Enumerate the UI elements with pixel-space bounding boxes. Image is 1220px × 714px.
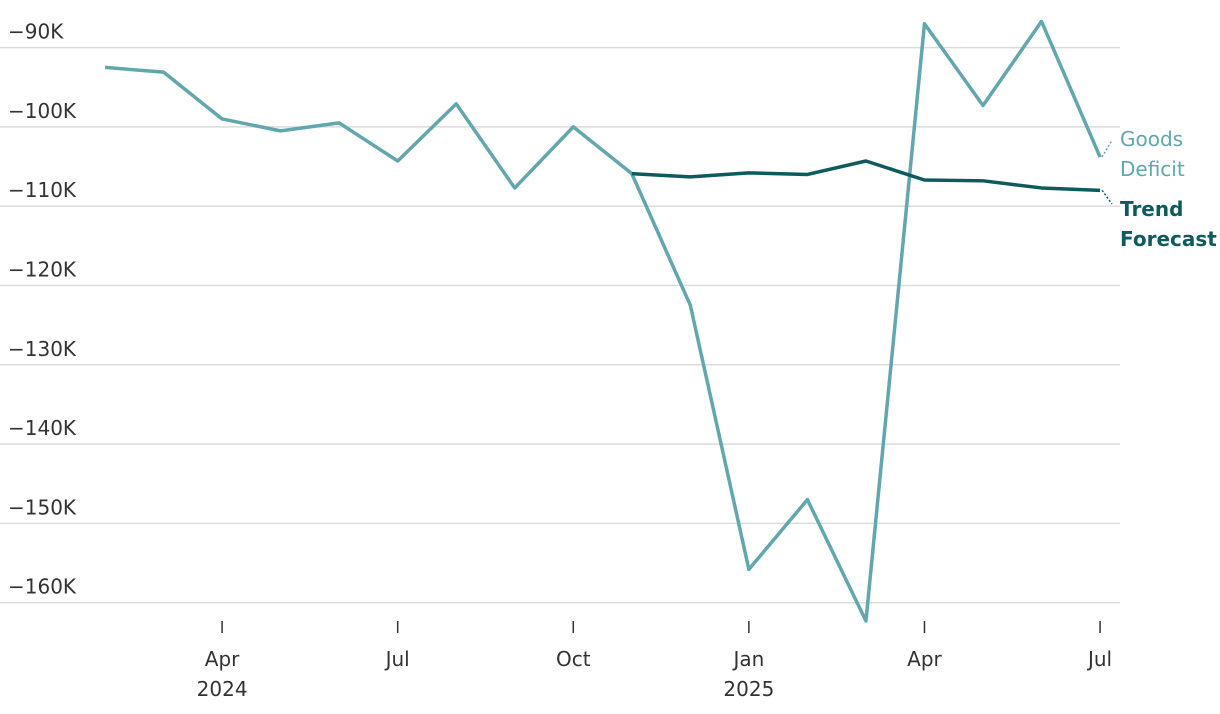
y-tick-label: −150K [8,495,77,519]
x-tick-label: Jan [731,647,764,671]
series-line [631,159,1101,193]
series-label: Goods Deficit [1120,127,1185,181]
label-connector [1101,139,1113,158]
x-tick-label: Apr [907,647,942,671]
y-tick-label: −100K [8,99,77,123]
x-tick-year: 2025 [723,677,774,701]
y-tick-label: −160K [8,575,77,599]
y-tick-label: −140K [8,416,77,440]
y-tick-label: −110K [8,178,77,202]
series-label: Trend Forecast [1120,197,1217,251]
y-tick-label: −130K [8,337,77,361]
y-tick-label: −90K [8,20,64,44]
series-line [104,19,1102,623]
x-tick-year: 2024 [197,677,248,701]
y-tick-label: −120K [8,257,77,281]
x-tick-label: Jul [1086,647,1112,671]
x-tick-label: Oct [556,647,591,671]
x-tick-label: Jul [384,647,410,671]
x-tick-label: Apr [205,647,240,671]
label-connector [1101,189,1113,205]
